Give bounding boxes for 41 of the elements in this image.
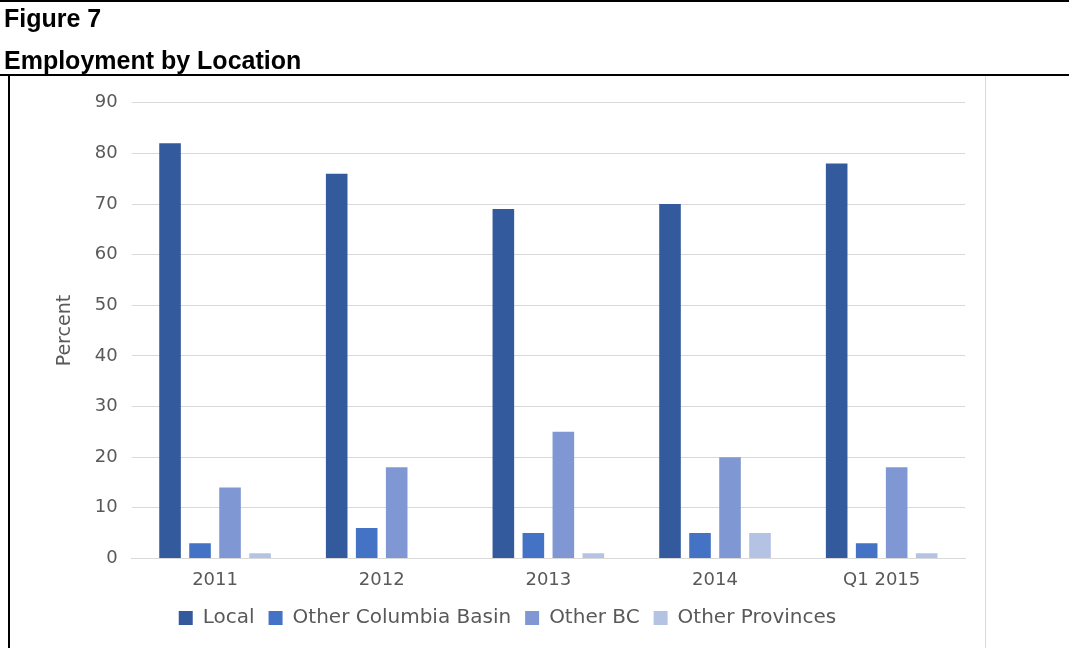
x-tick-label: 2013 <box>525 567 572 589</box>
x-tick-label: Q1 2015 <box>843 567 921 589</box>
bar <box>249 553 271 558</box>
legend-label: Other Columbia Basin <box>292 604 512 629</box>
bar <box>355 528 378 558</box>
x-tick-label: 2011 <box>192 567 238 589</box>
y-tick-label: 30 <box>94 394 118 416</box>
y-axis-title: Percent <box>52 294 75 367</box>
bar <box>159 143 181 558</box>
bar <box>825 163 848 558</box>
bar <box>885 467 908 558</box>
y-tick-label: 90 <box>94 90 118 112</box>
bar <box>219 487 241 558</box>
y-tick-label: 60 <box>94 242 118 264</box>
chart-title: Employment by Location <box>4 46 302 75</box>
y-tick-label: 50 <box>94 292 118 314</box>
bar <box>659 204 681 558</box>
bar <box>189 543 211 558</box>
x-tick-label: 2012 <box>358 567 405 589</box>
y-tick-label: 70 <box>94 191 118 213</box>
bar <box>749 533 771 558</box>
bar <box>915 553 938 558</box>
bar <box>719 457 741 558</box>
bar <box>385 467 408 558</box>
bar <box>582 553 605 558</box>
bar <box>492 209 515 558</box>
legend-label: Other Provinces <box>677 604 837 629</box>
bar <box>552 431 575 558</box>
caption: Figure 7 <box>4 4 102 33</box>
y-tick-label: 10 <box>94 495 118 517</box>
bar <box>855 543 878 558</box>
bar <box>522 533 545 558</box>
y-tick-label: 20 <box>94 444 118 466</box>
bar <box>689 533 711 558</box>
bar <box>325 173 348 558</box>
legend-label: Local <box>202 604 255 629</box>
x-tick-label: 2014 <box>692 567 738 589</box>
y-tick-label: 0 <box>106 546 118 568</box>
legend-label: Other BC <box>549 604 640 629</box>
y-tick-label: 40 <box>94 343 118 365</box>
y-tick-label: 80 <box>94 141 118 163</box>
